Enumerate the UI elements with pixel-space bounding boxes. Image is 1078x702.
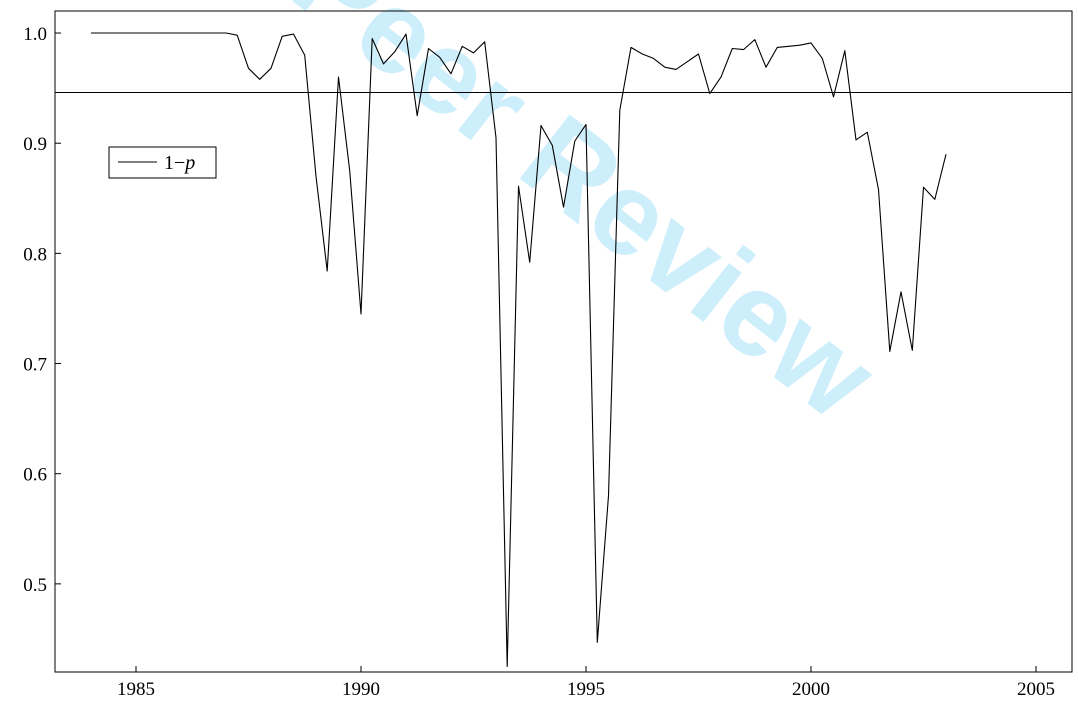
y-tick-label: 0.7 [23,355,47,376]
y-tick-label: 1.0 [23,24,47,45]
y-tick-label: 0.9 [23,134,47,155]
plot-frame [54,10,1073,673]
y-tick-label: 0.6 [23,465,47,486]
x-tick-label: 1990 [342,679,380,700]
x-tick-label: 2005 [1017,679,1055,700]
x-tick-label: 1985 [117,679,155,700]
y-tick-label: 0.5 [23,575,47,596]
x-tick-label: 1995 [567,679,605,700]
legend-label: 1−p [164,152,195,174]
x-tick-label: 2000 [792,679,830,700]
y-axis: 0.5 0.6 0.7 0.8 0.9 1.0 [23,24,61,596]
legend-label-italic: p [183,152,195,174]
legend-label-main: 1− [164,152,185,174]
legend: 1−p [108,146,217,179]
series-line [91,32,947,668]
y-tick-label: 0.8 [23,244,47,265]
plot-area: 1985 1990 1995 2000 2005 0.50.60.70.80.91.0 … [23,10,1073,700]
x-axis: 1985 1990 1995 2000 2005 [117,666,1055,700]
